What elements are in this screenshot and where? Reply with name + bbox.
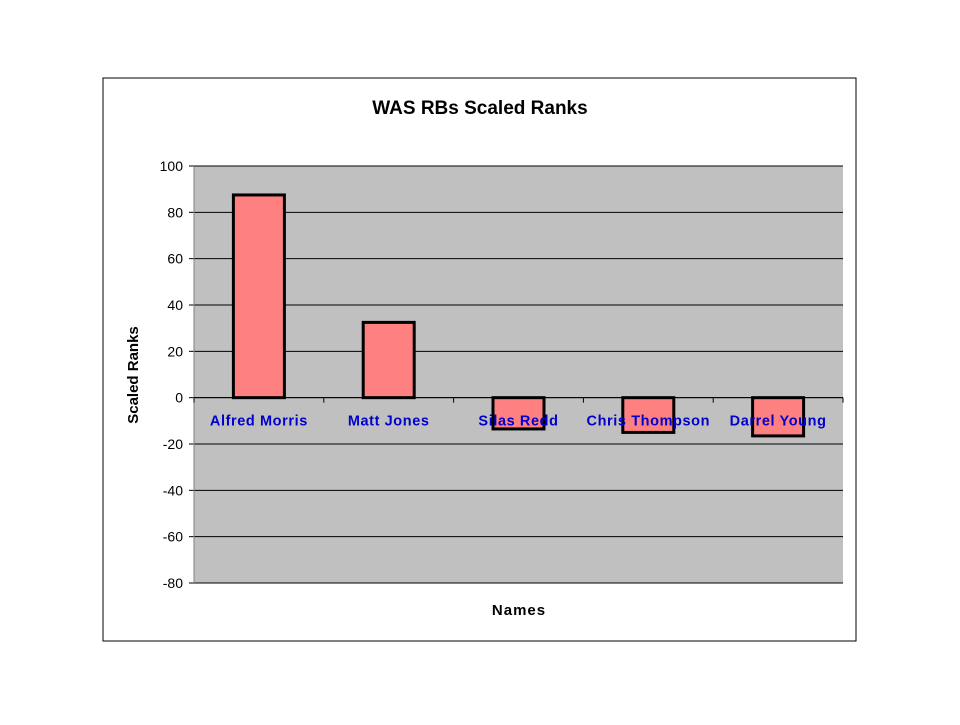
x-axis-title: Names xyxy=(492,602,546,619)
category-label: Silas Redd xyxy=(478,414,558,430)
y-tick-label: 0 xyxy=(175,390,183,406)
category-label: Alfred Morris xyxy=(210,414,308,430)
y-tick-label: 60 xyxy=(167,251,183,267)
y-tick-label: -80 xyxy=(163,575,183,591)
category-label-line: Alfred Morris xyxy=(210,414,308,430)
bar xyxy=(361,320,416,400)
bar xyxy=(231,193,286,400)
y-tick-label: 20 xyxy=(167,343,183,359)
category-label: Matt Jones xyxy=(348,414,430,430)
y-tick-label: -40 xyxy=(163,482,183,498)
y-tick-label: -60 xyxy=(163,529,183,545)
gridlines xyxy=(189,165,844,584)
bar xyxy=(751,396,806,438)
y-tick-label: -20 xyxy=(163,436,183,452)
category-label-line: Matt Jones xyxy=(348,414,430,430)
y-tick-label: 80 xyxy=(167,204,183,220)
y-tick-label: 40 xyxy=(167,297,183,313)
chart-title: WAS RBs Scaled Ranks xyxy=(372,98,587,119)
bar xyxy=(621,396,676,434)
y-tick-label: 100 xyxy=(160,158,184,174)
bar xyxy=(491,396,546,431)
y-axis-ticks: 100 80 60 40 20 0 -20 -40 -60 -80 xyxy=(160,158,184,591)
bars xyxy=(231,193,806,438)
category-labels: Alfred Morris Matt Jones Silas Redd Chris T… xyxy=(210,414,827,430)
category-label-line: Chris Thompson xyxy=(587,414,711,430)
category-label: Chris Thompson xyxy=(587,414,711,430)
category-label-line: Silas Redd xyxy=(478,414,558,430)
category-label-line: Darrel Young xyxy=(730,414,827,430)
plot-area xyxy=(194,166,843,583)
y-axis-title: Scaled Ranks xyxy=(125,326,142,424)
category-label: Darrel Young xyxy=(730,414,827,430)
